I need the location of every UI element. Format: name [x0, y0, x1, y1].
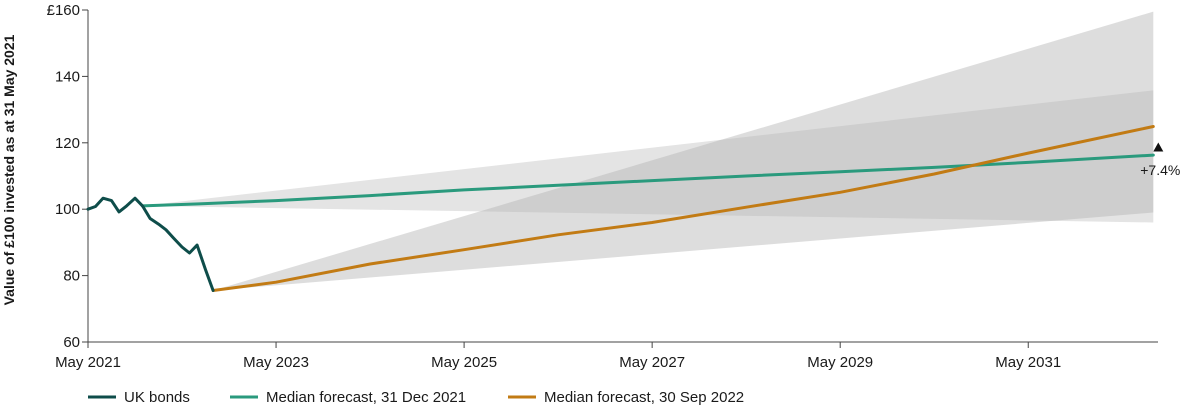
legend: UK bonds Median forecast, 31 Dec 2021 Medi… — [88, 389, 744, 406]
x-tick-label: May 2029 — [807, 354, 873, 371]
series-line-3 — [211, 125, 1155, 292]
legend-label: UK bonds — [124, 389, 190, 406]
legend-label: Median forecast, 31 Dec 2021 — [266, 389, 466, 406]
y-tick-label: £160 — [47, 2, 80, 19]
axes: £160 140 120 100 80 60 May 2021 May 2023 May 202… — [47, 2, 1158, 371]
annotation-label: +7.4% — [1140, 162, 1180, 178]
y-tick-label: 140 — [55, 68, 80, 85]
x-tick-label: May 2021 — [55, 354, 121, 371]
annotation: +7.4% — [1140, 142, 1180, 178]
y-tick-label: 60 — [63, 334, 80, 351]
x-tick-label: May 2023 — [243, 354, 309, 371]
annotation-arrow-head — [1153, 142, 1164, 152]
y-tick-label: 80 — [63, 268, 80, 285]
confidence-band-2 — [213, 11, 1154, 291]
confidence-bands — [142, 11, 1154, 291]
x-tick-label: May 2031 — [995, 354, 1061, 371]
series-lines — [86, 125, 1155, 292]
legend-label: Median forecast, 30 Sep 2022 — [544, 389, 744, 406]
y-tick-label: 120 — [55, 135, 80, 152]
series-line-1 — [86, 196, 215, 292]
x-tick-label: May 2027 — [619, 354, 685, 371]
y-tick-label: 100 — [55, 201, 80, 218]
y-axis-title: Value of £100 invested as at 31 May 2021 — [1, 34, 17, 305]
series-line-2 — [141, 153, 1155, 208]
x-tick-label: May 2025 — [431, 354, 497, 371]
confidence-band-1 — [142, 90, 1154, 223]
